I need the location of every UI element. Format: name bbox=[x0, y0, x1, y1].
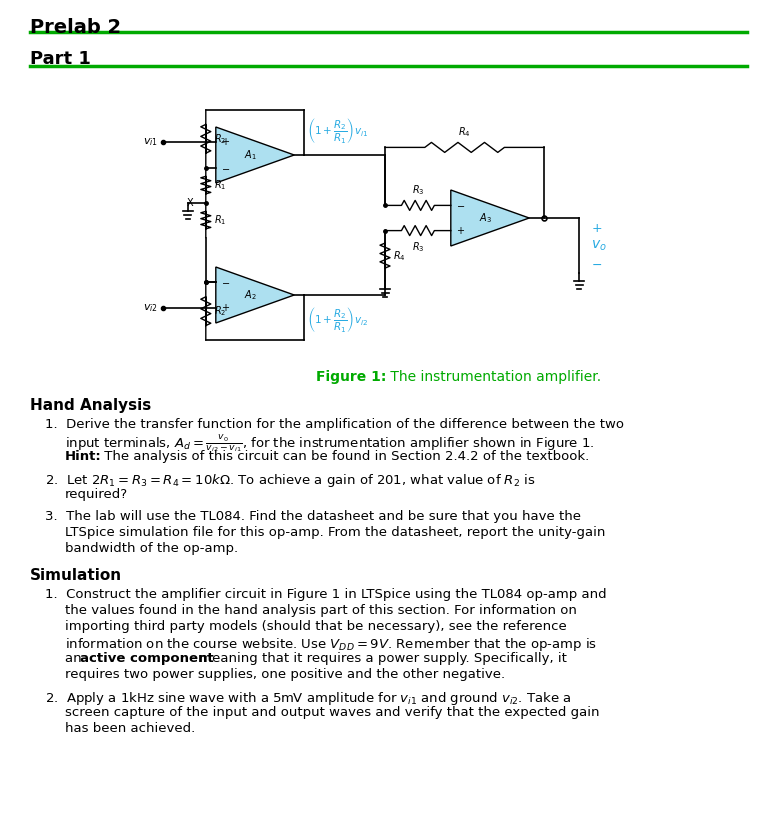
Text: meaning that it requires a power supply. Specifically, it: meaning that it requires a power supply.… bbox=[195, 652, 567, 665]
Text: $-$: $-$ bbox=[221, 277, 230, 287]
Text: screen capture of the input and output waves and verify that the expected gain: screen capture of the input and output w… bbox=[65, 706, 600, 719]
Text: +: + bbox=[221, 138, 228, 148]
Text: $R_2$: $R_2$ bbox=[214, 132, 226, 146]
Text: $R_4$: $R_4$ bbox=[393, 248, 406, 262]
Text: information on the course website. Use $V_{DD} = 9V$. Remember that the op-amp i: information on the course website. Use $… bbox=[65, 636, 598, 653]
Text: 2.  Let $2R_1 = R_3 = R_4 = 10k\Omega$. To achieve a gain of 201, what value of : 2. Let $2R_1 = R_3 = R_4 = 10k\Omega$. T… bbox=[45, 472, 535, 489]
Text: +: + bbox=[221, 303, 228, 313]
Text: input terminals, $A_d = \frac{v_0}{v_{i2}-v_{i1}}$, for the instrumentation ampl: input terminals, $A_d = \frac{v_0}{v_{i2… bbox=[65, 434, 594, 455]
Text: $-$: $-$ bbox=[456, 200, 465, 210]
Text: $v_{i1}$: $v_{i1}$ bbox=[143, 136, 158, 148]
Text: requires two power supplies, one positive and the other negative.: requires two power supplies, one positiv… bbox=[65, 668, 505, 681]
Text: Hand Analysis: Hand Analysis bbox=[30, 398, 152, 413]
Text: required?: required? bbox=[65, 488, 128, 501]
Text: $R_1$: $R_1$ bbox=[214, 178, 226, 192]
Text: $-$: $-$ bbox=[591, 257, 602, 271]
Text: $A_1$: $A_1$ bbox=[244, 148, 256, 162]
Text: $\left(1+\dfrac{R_2}{R_1}\right)v_{i1}$: $\left(1+\dfrac{R_2}{R_1}\right)v_{i1}$ bbox=[307, 116, 368, 145]
Text: The instrumentation amplifier.: The instrumentation amplifier. bbox=[386, 370, 601, 384]
Text: +: + bbox=[456, 225, 464, 236]
Text: $v_o$: $v_o$ bbox=[591, 238, 607, 253]
Text: The analysis of this circuit can be found in Section 2.4.2 of the textbook.: The analysis of this circuit can be foun… bbox=[100, 450, 589, 463]
Text: an: an bbox=[65, 652, 86, 665]
Text: 1.  Construct the amplifier circuit in Figure 1 in LTSpice using the TL084 op-am: 1. Construct the amplifier circuit in Fi… bbox=[45, 588, 607, 601]
Text: $A_3$: $A_3$ bbox=[479, 211, 492, 225]
Text: $-$: $-$ bbox=[221, 163, 230, 172]
Text: the values found in the hand analysis part of this section. For information on: the values found in the hand analysis pa… bbox=[65, 604, 577, 617]
Text: +: + bbox=[591, 221, 602, 234]
Text: Hint:: Hint: bbox=[65, 450, 102, 463]
Text: $R_4$: $R_4$ bbox=[458, 125, 471, 139]
Text: $R_2$: $R_2$ bbox=[214, 304, 226, 318]
Text: Part 1: Part 1 bbox=[30, 50, 91, 68]
Text: bandwidth of the op-amp.: bandwidth of the op-amp. bbox=[65, 542, 238, 555]
Text: importing third party models (should that be necessary), see the reference: importing third party models (should tha… bbox=[65, 620, 566, 633]
Text: $R_1$: $R_1$ bbox=[214, 213, 226, 227]
Text: $A_2$: $A_2$ bbox=[244, 288, 256, 302]
Text: Prelab 2: Prelab 2 bbox=[30, 18, 121, 37]
Text: $R_3$: $R_3$ bbox=[412, 241, 424, 254]
Text: $v_{i2}$: $v_{i2}$ bbox=[143, 302, 158, 314]
Text: X: X bbox=[187, 198, 193, 208]
Polygon shape bbox=[216, 127, 294, 183]
Text: LTSpice simulation file for this op-amp. From the datasheet, report the unity-ga: LTSpice simulation file for this op-amp.… bbox=[65, 526, 605, 539]
Text: $\left(1+\dfrac{R_2}{R_1}\right)v_{i2}$: $\left(1+\dfrac{R_2}{R_1}\right)v_{i2}$ bbox=[307, 305, 368, 334]
Text: Figure 1:: Figure 1: bbox=[315, 370, 386, 384]
Polygon shape bbox=[216, 267, 294, 323]
Text: 3.  The lab will use the TL084. Find the datasheet and be sure that you have the: 3. The lab will use the TL084. Find the … bbox=[45, 510, 581, 523]
Text: 1.  Derive the transfer function for the amplification of the difference between: 1. Derive the transfer function for the … bbox=[45, 418, 624, 431]
Text: 2.  Apply a 1kHz sine wave with a 5mV amplitude for $v_{i1}$ and ground $v_{i2}$: 2. Apply a 1kHz sine wave with a 5mV amp… bbox=[45, 690, 572, 707]
Text: Simulation: Simulation bbox=[30, 568, 122, 583]
Text: active component: active component bbox=[80, 652, 214, 665]
Text: $R_3$: $R_3$ bbox=[412, 184, 424, 197]
Polygon shape bbox=[451, 190, 529, 246]
Text: has been achieved.: has been achieved. bbox=[65, 722, 195, 735]
